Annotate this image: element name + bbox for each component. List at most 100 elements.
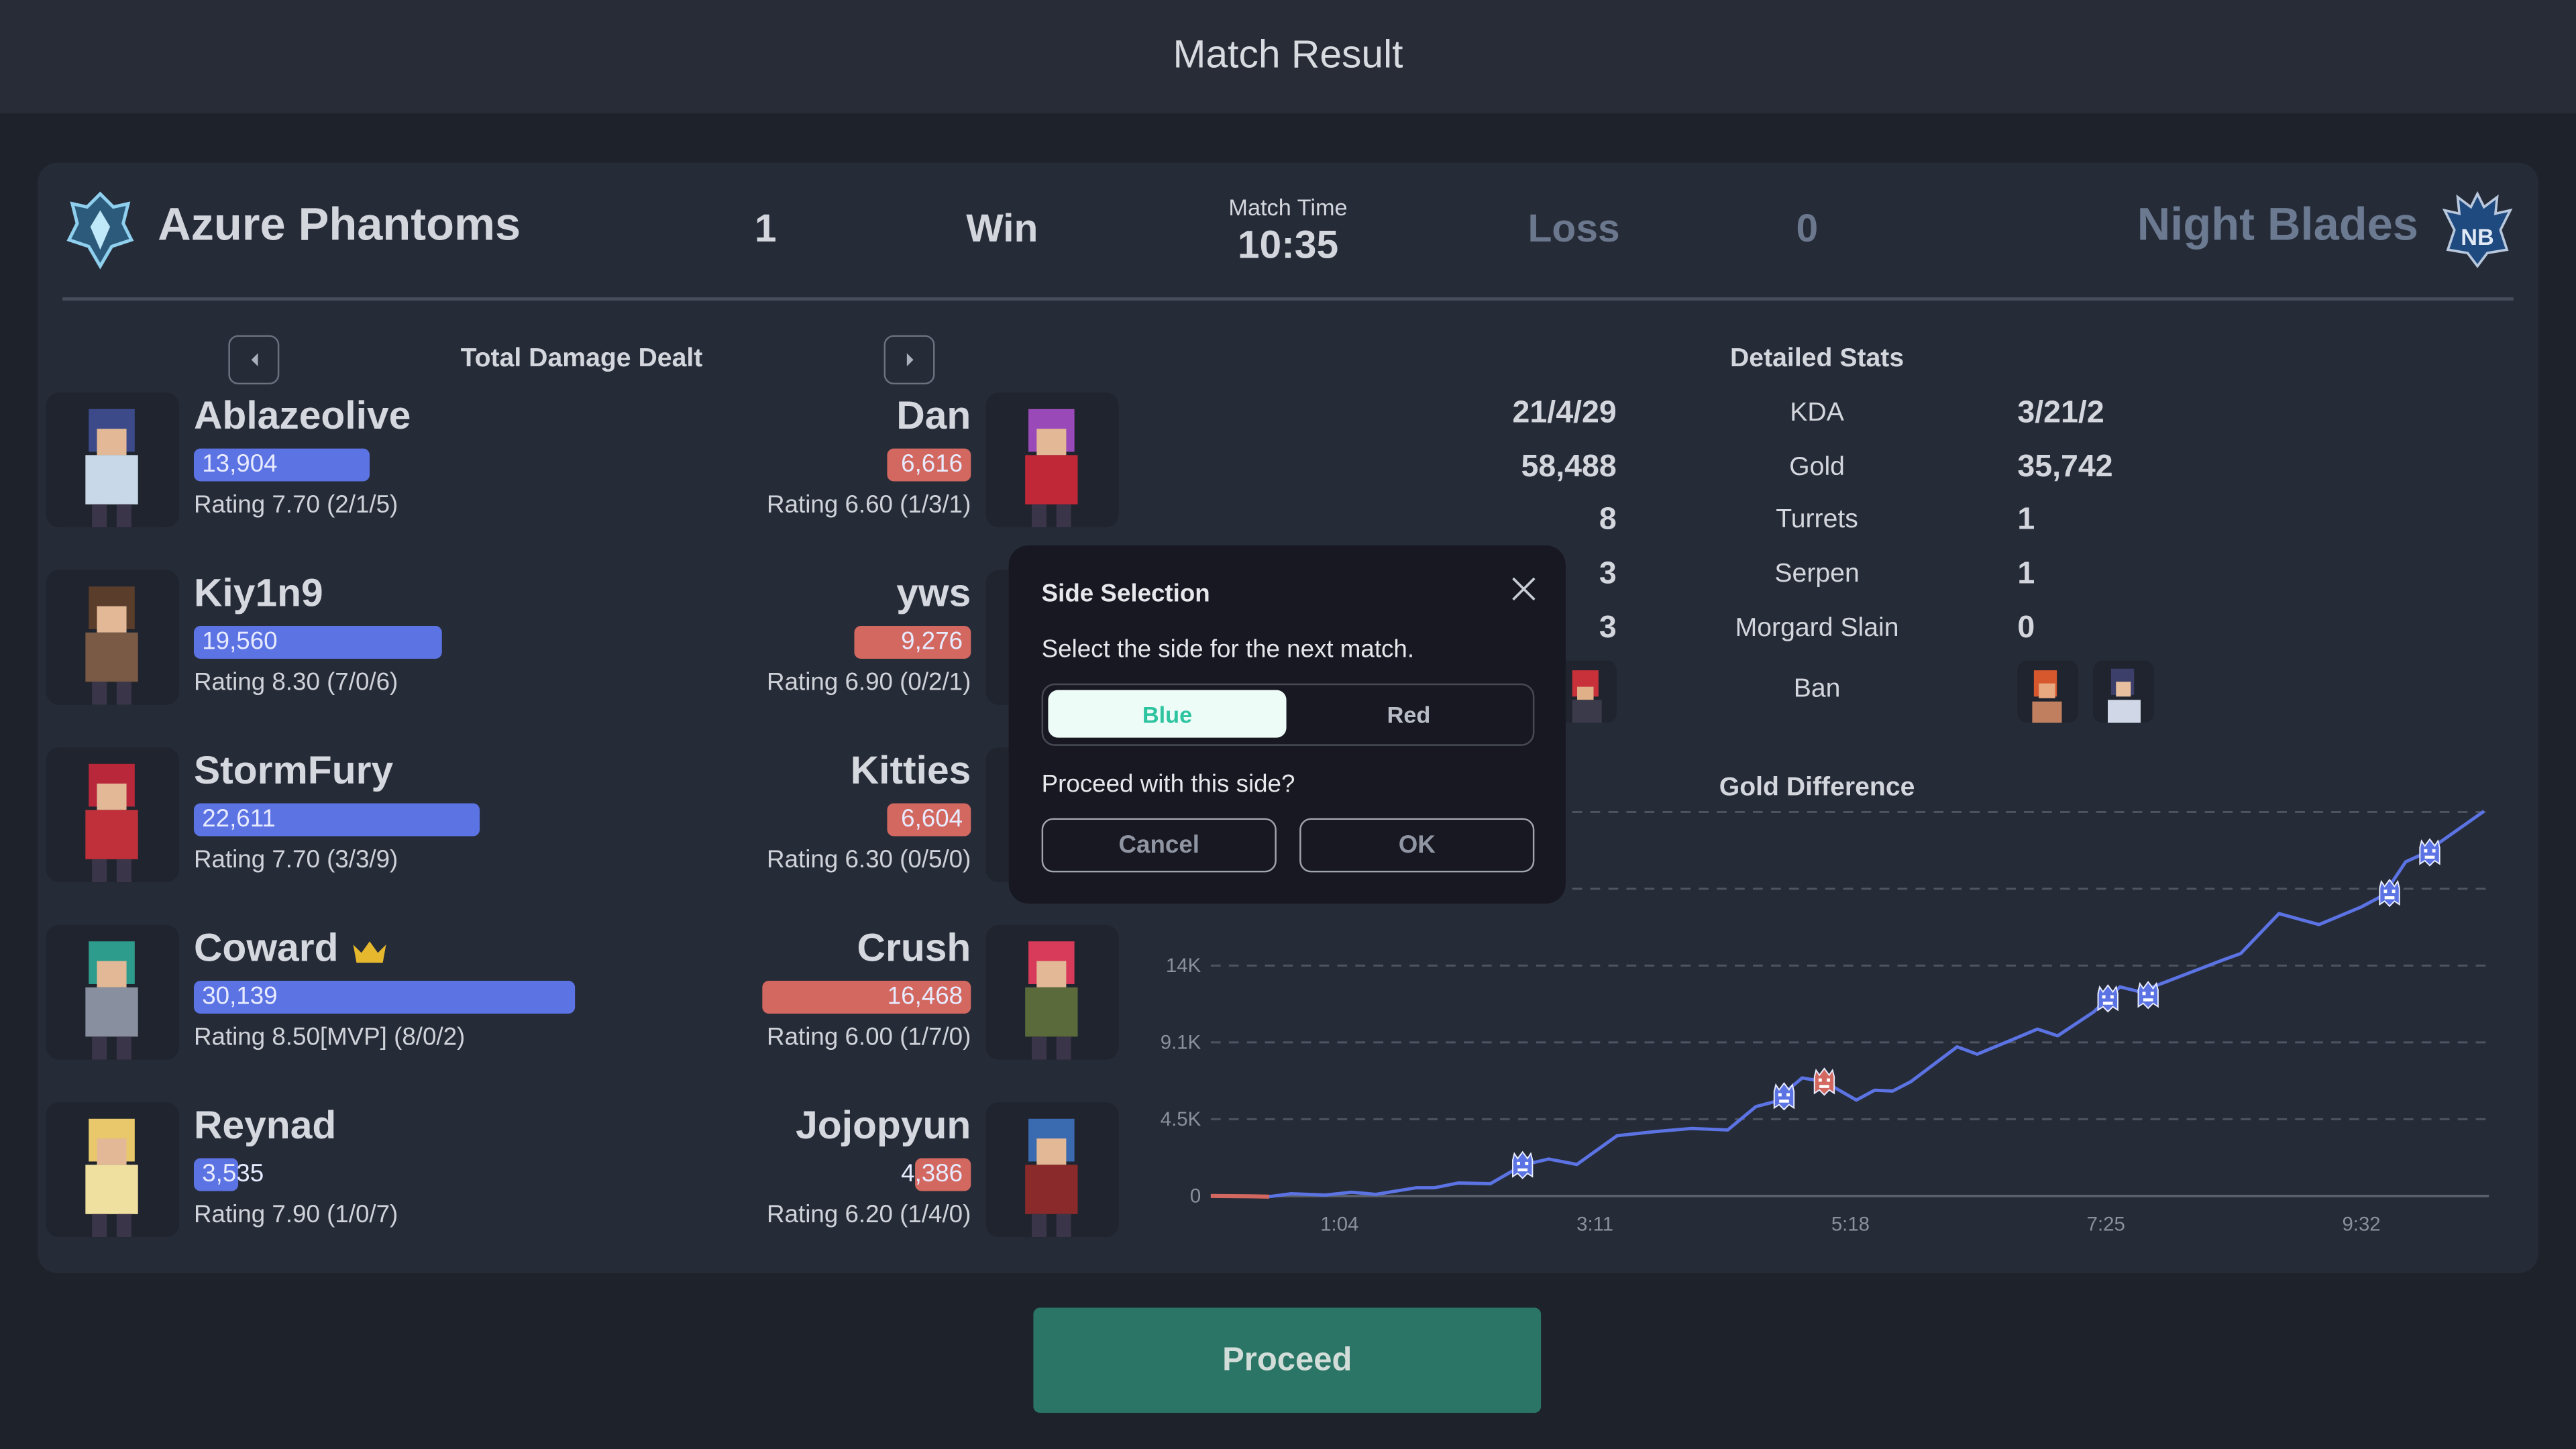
champion-portrait-icon <box>1572 670 1602 723</box>
player-name: StormFury <box>193 749 394 794</box>
player-rating: Rating 8.50[MVP] (8/0/2) <box>193 1023 466 1052</box>
right-team-name: Night Blades <box>2137 199 2418 250</box>
damage-value: 13,904 <box>202 450 278 478</box>
header-divider <box>62 297 2514 301</box>
side-selection-dialog: Side Selection Select the side for the n… <box>1008 545 1566 904</box>
champion-portrait-icon <box>1025 1118 1078 1238</box>
damage-value: 30,139 <box>202 982 278 1011</box>
ban-label: Ban <box>1793 675 1841 704</box>
damage-value: 6,616 <box>901 450 963 478</box>
x-tick-label: 7:25 <box>2087 1213 2125 1235</box>
stat-right-value: 1 <box>2017 503 2035 538</box>
chevron-left-icon <box>250 353 258 367</box>
damage-bar <box>915 1158 971 1191</box>
ban-portrait <box>2017 660 2078 723</box>
damage-bar <box>193 803 480 837</box>
damage-value: 9,276 <box>901 627 963 656</box>
chart-title: Gold Difference <box>1719 772 1915 801</box>
y-tick-label: 9.1K <box>1161 1032 1201 1054</box>
stat-left-value: 8 <box>1599 503 1617 538</box>
detailed-stats-title: Detailed Stats <box>1730 345 1904 373</box>
dialog-message: Select the side for the next match. <box>1041 635 1415 664</box>
player-name: Coward <box>193 926 339 971</box>
objective-ghost-icon[interactable] <box>2379 878 2400 908</box>
player-name: Reynad <box>193 1104 337 1148</box>
side-segmented-control: Blue Red <box>1041 683 1535 746</box>
champion-portrait-icon <box>85 941 138 1060</box>
player-rating: Rating 6.20 (1/4/0) <box>767 1201 971 1229</box>
title-bar: Match Result <box>0 0 2576 113</box>
damage-value: 4,386 <box>901 1159 963 1188</box>
stat-left-value: 3 <box>1599 610 1617 645</box>
player-name: Kitties <box>850 749 971 794</box>
player-rating: Rating 8.30 (7/0/6) <box>193 668 398 697</box>
cancel-button[interactable]: Cancel <box>1041 818 1277 873</box>
player-name: yws <box>896 572 971 616</box>
objective-ghost-icon[interactable] <box>1773 1082 1795 1111</box>
ok-button[interactable]: OK <box>1299 818 1535 873</box>
side-option-red[interactable]: Red <box>1387 700 1431 727</box>
damage-bar <box>762 981 971 1014</box>
left-team-name: Azure Phantoms <box>158 199 521 250</box>
player-portrait <box>46 924 179 1060</box>
match-time-label: Match Time <box>1228 193 1348 221</box>
champion-portrait-icon <box>1025 941 1078 1060</box>
objective-ghost-icon[interactable] <box>2097 984 2118 1013</box>
damage-bar <box>193 981 576 1014</box>
proceed-button[interactable]: Proceed <box>1033 1307 1542 1413</box>
damage-value: 6,604 <box>901 805 963 833</box>
ban-portrait <box>1556 660 1617 723</box>
y-tick-label: 14K <box>1166 955 1201 977</box>
left-team-result: Win <box>966 207 1038 252</box>
player-portrait <box>985 392 1119 528</box>
dialog-title: Side Selection <box>1041 580 1210 608</box>
objective-ghost-icon[interactable] <box>1511 1150 1534 1179</box>
stat-label: Turrets <box>1776 506 1858 535</box>
nb-crest-icon: NB <box>2442 191 2513 268</box>
stat-right-value: 0 <box>2017 610 2035 645</box>
side-option-blue[interactable]: Blue <box>1048 690 1287 738</box>
player-portrait <box>46 747 179 883</box>
player-rating: Rating 6.00 (1/7/0) <box>767 1023 971 1052</box>
objective-ghost-icon[interactable] <box>2137 981 2159 1010</box>
damage-bar <box>193 448 370 482</box>
objective-ghost-icon[interactable] <box>2419 838 2440 867</box>
next-stat-button[interactable] <box>883 335 935 385</box>
y-tick-label: 0 <box>1190 1185 1201 1208</box>
player-portrait <box>46 570 179 705</box>
player-rating: Rating 7.90 (1/0/7) <box>193 1201 398 1229</box>
damage-value: 19,560 <box>202 627 278 656</box>
champion-portrait-icon <box>85 1118 138 1238</box>
left-team-score: 1 <box>754 207 777 252</box>
champion-portrait-icon <box>2032 670 2062 723</box>
player-rating: Rating 7.70 (3/3/9) <box>193 846 398 874</box>
gold-difference-line <box>1210 810 2485 1199</box>
x-tick-label: 9:32 <box>2342 1213 2380 1235</box>
champion-portrait-icon <box>1025 409 1078 528</box>
negative-segment <box>1250 1194 1269 1199</box>
champion-portrait-icon <box>2108 668 2141 723</box>
phantom-crest-icon <box>66 191 134 270</box>
stat-left-value: 58,488 <box>1521 449 1617 484</box>
damage-bar <box>887 448 971 482</box>
damage-bar <box>193 626 441 659</box>
champion-portrait-icon <box>85 409 138 528</box>
champion-portrait-icon <box>85 586 138 705</box>
stat-left-value: 3 <box>1599 557 1617 592</box>
x-tick-label: 1:04 <box>1320 1213 1358 1235</box>
prev-stat-button[interactable] <box>228 335 280 385</box>
stat-left-value: 21/4/29 <box>1512 396 1617 431</box>
damage-bar <box>853 626 971 659</box>
player-portrait <box>985 924 1119 1060</box>
close-icon[interactable] <box>1511 577 1536 602</box>
objective-ghost-icon[interactable] <box>1813 1067 1835 1096</box>
player-portrait <box>46 1102 179 1238</box>
x-tick-label: 5:18 <box>1831 1213 1870 1235</box>
damage-bar <box>193 1158 239 1191</box>
svg-text:NB: NB <box>2461 225 2493 250</box>
champion-portrait-icon <box>85 763 138 883</box>
stat-label: Morgard Slain <box>1735 614 1899 643</box>
chevron-right-icon <box>906 353 913 367</box>
